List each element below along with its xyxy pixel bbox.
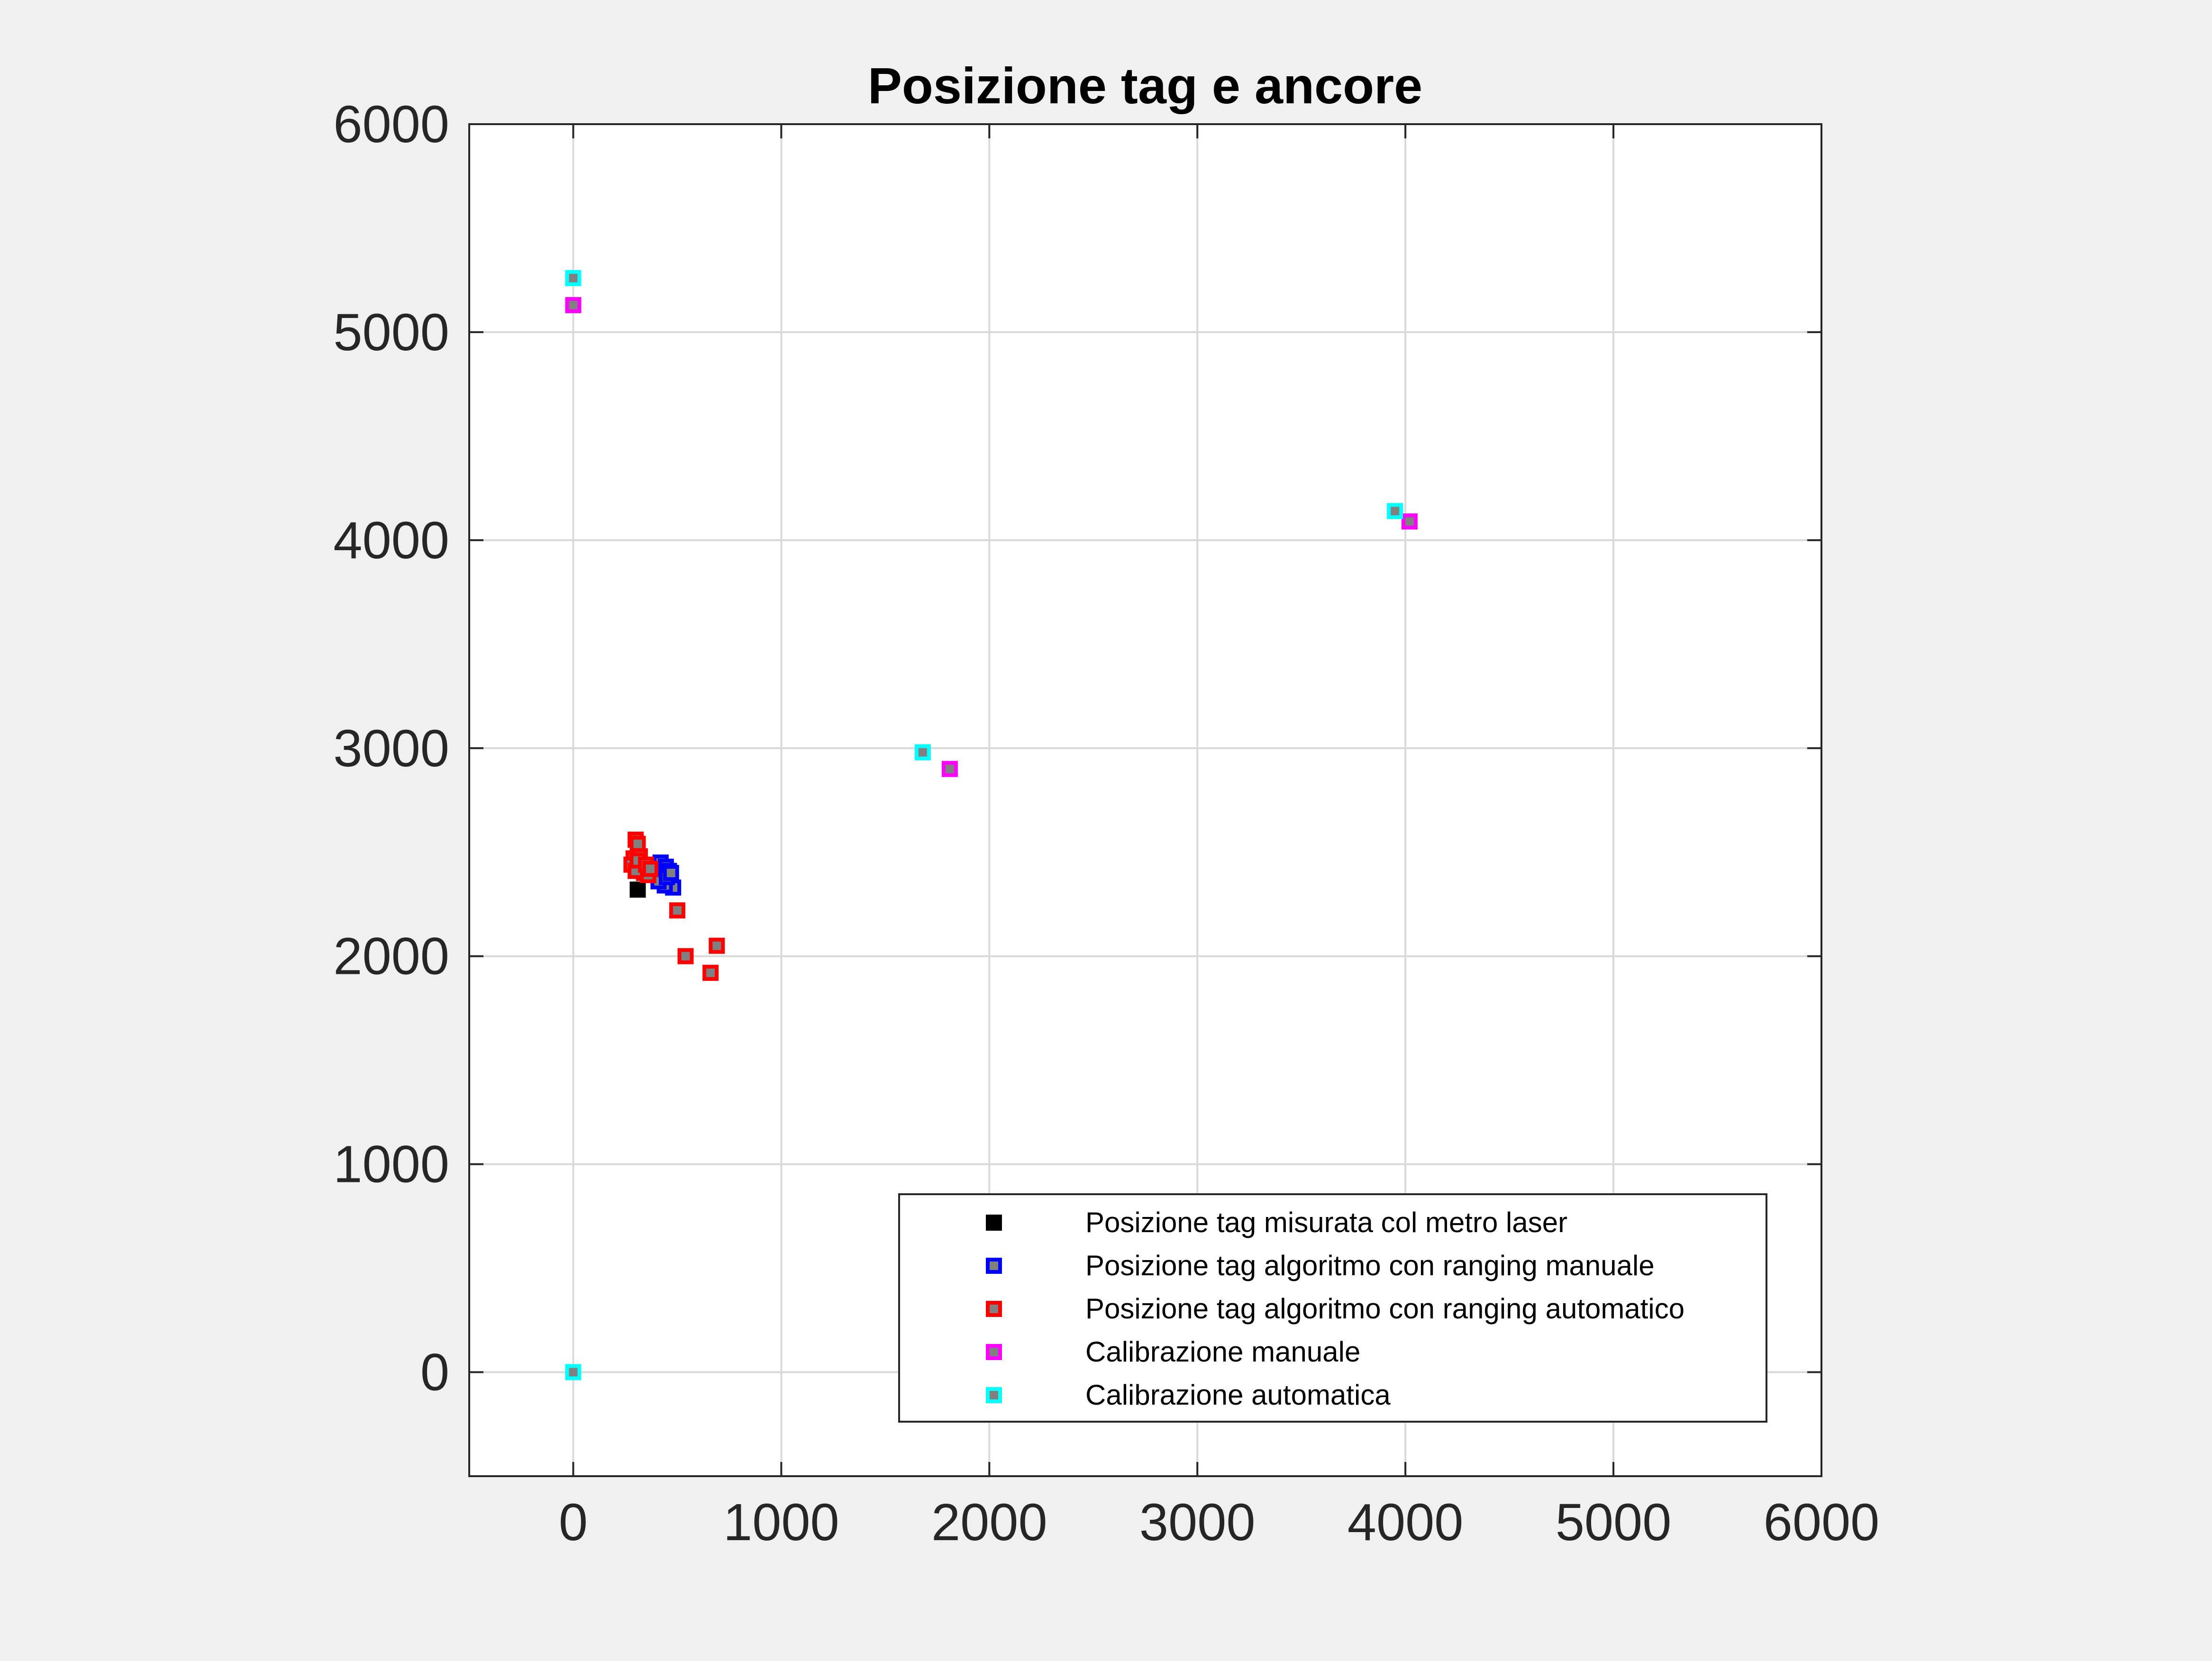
data-points bbox=[565, 270, 1418, 1380]
x-tick-label: 1000 bbox=[723, 1493, 839, 1552]
x-tick-label: 0 bbox=[559, 1493, 588, 1552]
x-tick-label: 6000 bbox=[1764, 1493, 1880, 1552]
legend-marker bbox=[986, 1301, 1002, 1317]
y-tick-label: 2000 bbox=[333, 927, 449, 986]
x-tick-labels: 0 1000 2000 3000 4000 5000 6000 bbox=[559, 1493, 1879, 1552]
legend-marker bbox=[986, 1258, 1002, 1274]
legend-entry-label: Posizione tag algoritmo con ranging manu… bbox=[1085, 1250, 1655, 1281]
data-point bbox=[629, 835, 646, 852]
legend-marker bbox=[986, 1215, 1002, 1231]
y-tick-label: 5000 bbox=[333, 303, 449, 362]
data-point bbox=[1387, 503, 1403, 519]
data-point bbox=[565, 297, 582, 313]
x-tick-label: 2000 bbox=[931, 1493, 1047, 1552]
series-0 bbox=[629, 881, 646, 898]
x-tick-label: 4000 bbox=[1347, 1493, 1464, 1552]
y-tick-label: 4000 bbox=[333, 511, 449, 570]
x-tick-label: 3000 bbox=[1139, 1493, 1256, 1552]
legend-marker bbox=[986, 1344, 1002, 1360]
data-point bbox=[642, 861, 658, 877]
data-point bbox=[629, 881, 646, 898]
data-point bbox=[565, 1364, 582, 1380]
data-point bbox=[677, 948, 694, 964]
series-4 bbox=[565, 270, 1403, 1380]
x-tick-label: 5000 bbox=[1556, 1493, 1672, 1552]
legend-box bbox=[898, 1193, 1767, 1423]
plot-frame bbox=[468, 123, 1822, 1477]
y-tick-label: 0 bbox=[420, 1343, 449, 1402]
data-point bbox=[663, 865, 679, 881]
data-point bbox=[709, 937, 725, 954]
chart-title: Posizione tag e ancore bbox=[868, 57, 1422, 114]
legend-entry-label: Calibrazione manuale bbox=[1085, 1336, 1360, 1368]
data-point bbox=[702, 964, 719, 981]
legend-marker bbox=[986, 1387, 1002, 1403]
legend-entry-label: Posizione tag misurata col metro laser bbox=[1085, 1207, 1567, 1238]
data-point bbox=[565, 270, 582, 286]
legend: Posizione tag misurata col metro laser Po… bbox=[898, 1193, 1767, 1423]
y-tick-label: 1000 bbox=[333, 1135, 449, 1194]
legend-entry-label: Posizione tag algoritmo con ranging auto… bbox=[1085, 1293, 1684, 1325]
series-2 bbox=[623, 831, 725, 981]
data-point bbox=[941, 761, 958, 777]
y-tick-label: 3000 bbox=[333, 719, 449, 778]
series-3 bbox=[565, 297, 1418, 777]
y-tick-labels: 0 1000 2000 3000 4000 5000 6000 bbox=[333, 95, 449, 1402]
data-point bbox=[914, 744, 931, 761]
data-point bbox=[669, 902, 685, 919]
data-point bbox=[1401, 513, 1418, 530]
legend-entry-label: Calibrazione automatica bbox=[1085, 1379, 1391, 1411]
y-tick-label: 6000 bbox=[333, 95, 449, 154]
